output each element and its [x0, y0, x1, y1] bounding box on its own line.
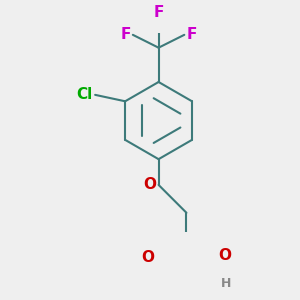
Text: Cl: Cl — [77, 87, 93, 102]
Text: O: O — [143, 177, 156, 192]
Text: F: F — [153, 5, 164, 20]
Text: F: F — [120, 27, 131, 42]
Text: H: H — [221, 277, 231, 290]
Text: F: F — [186, 27, 197, 42]
Text: O: O — [219, 248, 232, 263]
Text: O: O — [141, 250, 154, 265]
